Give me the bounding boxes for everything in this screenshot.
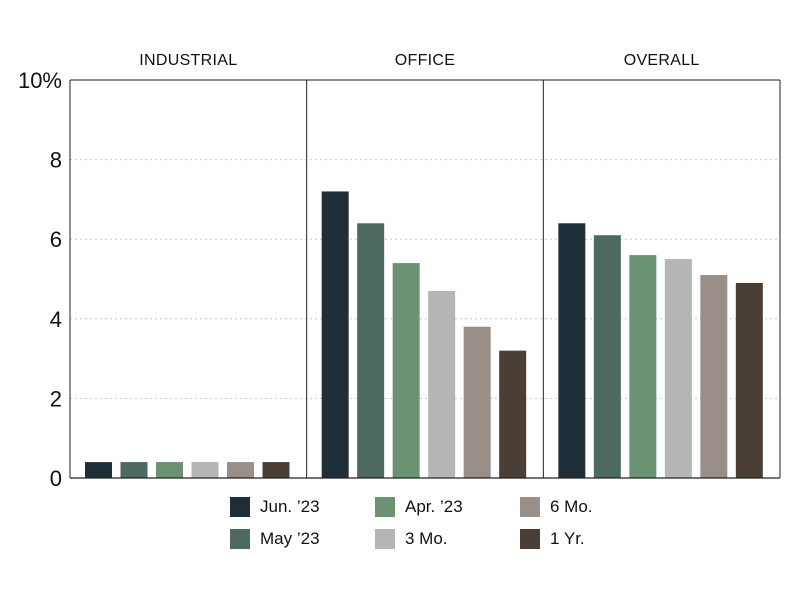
- legend-item: 6 Mo.: [520, 494, 593, 520]
- y-tick-label: 6: [50, 227, 62, 252]
- legend-item: 1 Yr.: [520, 526, 585, 552]
- legend-swatch: [375, 529, 395, 549]
- bar: [392, 263, 420, 478]
- bar: [463, 326, 491, 478]
- bar: [428, 290, 456, 478]
- legend-label: 6 Mo.: [550, 497, 593, 516]
- y-tick-label: 10%: [18, 68, 62, 93]
- legend-label: Apr. ’23: [405, 497, 463, 516]
- legend-item: 3 Mo.: [375, 526, 448, 552]
- legend: Jun. ’23 May ’23 Apr. ’23 3 Mo. 6 Mo. 1 Yr.: [230, 494, 630, 558]
- bar: [735, 282, 763, 478]
- y-tick-label: 8: [50, 148, 62, 173]
- legend-swatch: [520, 497, 540, 517]
- legend-swatch: [520, 529, 540, 549]
- bar: [191, 462, 219, 478]
- bar: [85, 462, 112, 478]
- bar: [120, 462, 148, 478]
- y-tick-label: 2: [50, 386, 62, 411]
- legend-label: Jun. ’23: [260, 497, 320, 516]
- legend-swatch: [230, 529, 250, 549]
- bar: [664, 259, 692, 478]
- bar: [262, 462, 290, 478]
- bar: [700, 275, 728, 478]
- bar: [321, 191, 349, 478]
- legend-item: Apr. ’23: [375, 494, 463, 520]
- legend-item: Jun. ’23: [230, 494, 320, 520]
- bar: [499, 350, 527, 478]
- panel-title: OVERALL: [624, 52, 700, 69]
- y-tick-label: 0: [50, 466, 62, 491]
- y-tick-label: 4: [50, 307, 62, 332]
- legend-label: May ’23: [260, 529, 320, 548]
- panel-title: OFFICE: [395, 52, 455, 69]
- legend-item: May ’23: [230, 526, 320, 552]
- legend-label: 3 Mo.: [405, 529, 448, 548]
- bar: [593, 235, 621, 478]
- legend-swatch: [375, 497, 395, 517]
- bar: [629, 255, 657, 478]
- panel-title: INDUSTRIAL: [139, 52, 237, 69]
- legend-label: 1 Yr.: [550, 529, 585, 548]
- bar: [357, 223, 385, 478]
- legend-swatch: [230, 497, 250, 517]
- bar: [156, 462, 183, 478]
- bar: [558, 223, 586, 478]
- bar: [227, 462, 254, 478]
